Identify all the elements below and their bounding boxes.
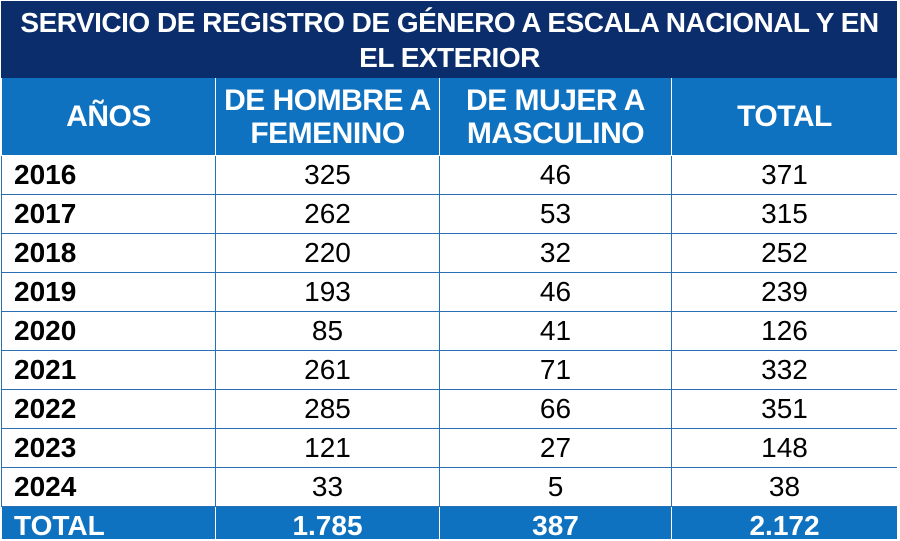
male-to-female-cell: 33 xyxy=(215,467,440,507)
year-cell: 2016 xyxy=(1,155,216,195)
table-row: 2024 33 5 38 xyxy=(1,467,897,507)
year-cell: 2024 xyxy=(1,467,216,507)
year-cell: 2021 xyxy=(1,350,216,390)
table-body: 2016 325 46 371 2017 262 53 315 2018 220… xyxy=(1,155,897,507)
column-header-years: AÑOS xyxy=(1,77,216,156)
row-total-cell: 351 xyxy=(670,389,897,429)
table-row: 2017 262 53 315 xyxy=(1,194,897,234)
table-title: SERVICIO DE REGISTRO DE GÉNERO A ESCALA … xyxy=(1,1,897,78)
year-cell: 2018 xyxy=(1,233,216,273)
grand-total: 2.172 xyxy=(670,506,897,539)
row-total-cell: 148 xyxy=(670,428,897,468)
row-total-cell: 315 xyxy=(670,194,897,234)
female-to-male-cell: 32 xyxy=(439,233,672,273)
male-to-female-cell: 85 xyxy=(215,311,440,351)
female-to-male-cell: 41 xyxy=(439,311,672,351)
female-to-male-cell: 71 xyxy=(439,350,672,390)
female-to-male-cell: 5 xyxy=(439,467,672,507)
table-row: 2022 285 66 351 xyxy=(1,389,897,429)
column-header-male-to-female: DE HOMBRE A FEMENINO xyxy=(215,77,440,156)
table-row: 2020 85 41 126 xyxy=(1,311,897,351)
totals-label: TOTAL xyxy=(1,506,216,539)
male-to-female-cell: 285 xyxy=(215,389,440,429)
male-to-female-cell: 262 xyxy=(215,194,440,234)
female-to-male-cell: 46 xyxy=(439,272,672,312)
table-row: 2019 193 46 239 xyxy=(1,272,897,312)
year-cell: 2022 xyxy=(1,389,216,429)
column-header-total: TOTAL xyxy=(670,77,897,156)
row-total-cell: 332 xyxy=(670,350,897,390)
year-cell: 2017 xyxy=(1,194,216,234)
row-total-cell: 38 xyxy=(670,467,897,507)
row-total-cell: 252 xyxy=(670,233,897,273)
female-to-male-cell: 53 xyxy=(439,194,672,234)
table-row: 2018 220 32 252 xyxy=(1,233,897,273)
male-to-female-cell: 193 xyxy=(215,272,440,312)
row-total-cell: 126 xyxy=(670,311,897,351)
table-row: 2023 121 27 148 xyxy=(1,428,897,468)
row-total-cell: 371 xyxy=(670,155,897,195)
male-to-female-cell: 220 xyxy=(215,233,440,273)
total-female-to-male: 387 xyxy=(439,506,672,539)
column-header-female-to-male: DE MUJER A MASCULINO xyxy=(439,77,672,156)
table-row: 2016 325 46 371 xyxy=(1,155,897,195)
total-male-to-female: 1.785 xyxy=(215,506,440,539)
female-to-male-cell: 46 xyxy=(439,155,672,195)
male-to-female-cell: 121 xyxy=(215,428,440,468)
table-row: 2021 261 71 332 xyxy=(1,350,897,390)
year-cell: 2023 xyxy=(1,428,216,468)
male-to-female-cell: 261 xyxy=(215,350,440,390)
female-to-male-cell: 27 xyxy=(439,428,672,468)
totals-row: TOTAL 1.785 387 2.172 xyxy=(1,506,897,539)
year-cell: 2019 xyxy=(1,272,216,312)
female-to-male-cell: 66 xyxy=(439,389,672,429)
male-to-female-cell: 325 xyxy=(215,155,440,195)
row-total-cell: 239 xyxy=(670,272,897,312)
year-cell: 2020 xyxy=(1,311,216,351)
